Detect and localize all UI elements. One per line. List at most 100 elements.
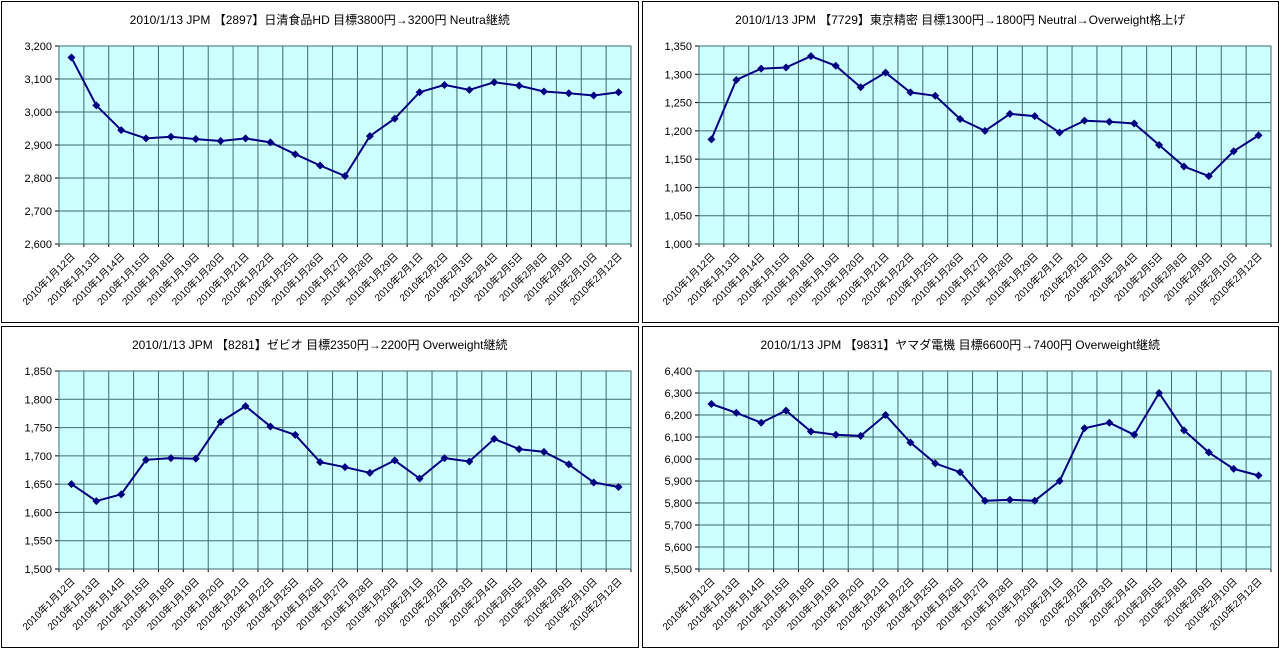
data-point-marker — [315, 458, 324, 467]
data-point-marker — [390, 456, 399, 465]
chart-canvas: 1,850 1,800 1,750 1,700 1,650 1,600 1,550 1,500… — [3, 359, 637, 647]
y-axis-tick-label: 3,200 — [24, 41, 52, 53]
gridlines — [58, 45, 632, 245]
chart-title: 2010/1/13 JPM 【2897】日清食品HD 目標3800円→3200円… — [129, 13, 510, 27]
line-chart-svg: 1,350 1,300 1,250 1,200 1,150 1,100 1,050 1,000… — [660, 41, 1272, 308]
y-axis-tick-label: 6,000 — [665, 454, 693, 466]
data-point-marker — [191, 135, 200, 144]
data-point-marker — [92, 497, 101, 506]
data-point-marker — [1205, 448, 1214, 457]
plot-border — [698, 370, 1272, 570]
data-point-marker — [856, 431, 865, 440]
data-point-marker — [757, 418, 766, 427]
y-axis-tick-label: 1,350 — [665, 41, 693, 53]
data-point-marker — [489, 434, 498, 443]
data-point-marker — [1006, 495, 1015, 504]
data-point-marker — [216, 417, 225, 426]
data-point-marker — [365, 132, 374, 141]
y-axis-tick-label: 1,550 — [24, 536, 52, 548]
data-point-marker — [956, 114, 965, 123]
x-axis-labels: 2010年1月12日2010年1月13日2010年1月14日2010年1月15日… — [19, 575, 624, 633]
y-axis-tick-label: 2,700 — [24, 206, 52, 218]
data-point-marker — [1105, 418, 1114, 427]
data-point-marker — [67, 480, 76, 489]
x-axis-labels: 2010年1月12日2010年1月13日2010年1月14日2010年1月15日… — [660, 575, 1265, 633]
data-point-marker — [116, 490, 125, 499]
data-point-marker — [514, 445, 523, 454]
data-point-marker — [881, 411, 890, 419]
y-axis-tick-label: 5,500 — [665, 564, 693, 576]
data-point-marker — [981, 496, 990, 505]
data-point-marker — [614, 482, 623, 491]
data-point-marker — [707, 400, 716, 408]
y-axis-tick-label: 1,800 — [24, 394, 52, 406]
data-point-marker — [1080, 116, 1089, 125]
series-markers — [67, 53, 623, 181]
data-point-marker — [1180, 426, 1189, 435]
y-axis-tick-label: 2,900 — [24, 140, 52, 152]
data-point-marker — [807, 427, 816, 436]
y-axis-tick-label: 5,900 — [665, 476, 693, 488]
y-axis-tick-label: 5,600 — [665, 542, 693, 554]
y-axis-tick-label: 5,800 — [665, 498, 693, 510]
data-point-marker — [856, 83, 865, 92]
data-point-marker — [1254, 131, 1263, 140]
data-point-marker — [1055, 128, 1064, 137]
y-axis-tick-label: 1,200 — [665, 126, 693, 138]
y-axis-tick-label: 6,100 — [665, 432, 693, 444]
data-point-marker — [732, 408, 741, 417]
data-point-marker — [489, 78, 498, 87]
data-point-marker — [906, 88, 915, 97]
line-chart-svg: 6,400 6,300 6,200 6,100 6,000 5,900 5,800 5,700… — [660, 366, 1272, 633]
y-axis-tick-label: 1,650 — [24, 479, 52, 491]
data-point-marker — [141, 134, 150, 143]
data-point-marker — [67, 53, 76, 62]
data-point-marker — [241, 402, 250, 411]
data-point-marker — [166, 454, 175, 463]
data-point-marker — [807, 52, 816, 61]
plot-border — [698, 45, 1272, 245]
y-axis-tick-label: 1,000 — [665, 239, 693, 251]
line-chart-svg: 1,850 1,800 1,750 1,700 1,650 1,600 1,550 1,500… — [19, 366, 632, 633]
data-point-marker — [1229, 464, 1238, 473]
series-markers — [707, 389, 1263, 505]
y-axis-tick-label: 6,400 — [665, 366, 693, 378]
data-point-marker — [1254, 471, 1263, 480]
x-axis-labels: 2010年1月12日2010年1月13日2010年1月14日2010年1月15日… — [660, 250, 1265, 308]
data-point-marker — [465, 457, 474, 466]
data-point-marker — [589, 478, 598, 487]
y-axis-tick-label: 5,700 — [665, 520, 693, 532]
data-point-marker — [782, 406, 791, 415]
chart-panel-nissin: 2010/1/13 JPM 【2897】日清食品HD 目標3800円→3200円… — [1, 1, 639, 323]
y-axis-tick-label: 1,300 — [665, 69, 693, 81]
data-point-marker — [266, 422, 275, 431]
y-axis-tick-label: 2,800 — [24, 173, 52, 185]
chart-canvas: 1,350 1,300 1,250 1,200 1,150 1,100 1,050 1,000… — [643, 34, 1277, 322]
data-point-marker — [1155, 389, 1164, 397]
data-point-marker — [315, 161, 324, 170]
series-markers — [707, 52, 1263, 181]
data-point-marker — [415, 474, 424, 483]
chart-canvas: 3,200 3,100 3,000 2,900 2,800 2,700 2,600 2010年… — [3, 34, 637, 322]
data-point-marker — [1030, 496, 1039, 505]
series-markers — [67, 402, 623, 506]
data-point-marker — [981, 126, 990, 135]
data-point-marker — [564, 460, 573, 469]
data-point-marker — [906, 438, 915, 447]
x-axis-labels: 2010年1月12日2010年1月13日2010年1月14日2010年1月15日… — [19, 250, 624, 308]
chart-canvas: 6,400 6,300 6,200 6,100 6,000 5,900 5,800 5,700… — [643, 359, 1277, 647]
y-axis-tick-label: 2,600 — [24, 239, 52, 251]
data-point-marker — [291, 150, 300, 159]
data-point-marker — [216, 137, 225, 146]
data-point-marker — [365, 468, 374, 477]
y-axis-labels: 1,350 1,300 1,250 1,200 1,150 1,100 1,050 1,000 — [665, 41, 693, 251]
data-point-marker — [1130, 430, 1139, 439]
data-point-marker — [1105, 117, 1114, 126]
data-point-marker — [614, 88, 623, 97]
data-point-marker — [514, 81, 523, 90]
data-point-marker — [782, 63, 791, 72]
data-point-marker — [465, 85, 474, 94]
y-axis-tick-label: 1,750 — [24, 423, 52, 435]
y-axis-tick-label: 1,050 — [665, 211, 693, 223]
